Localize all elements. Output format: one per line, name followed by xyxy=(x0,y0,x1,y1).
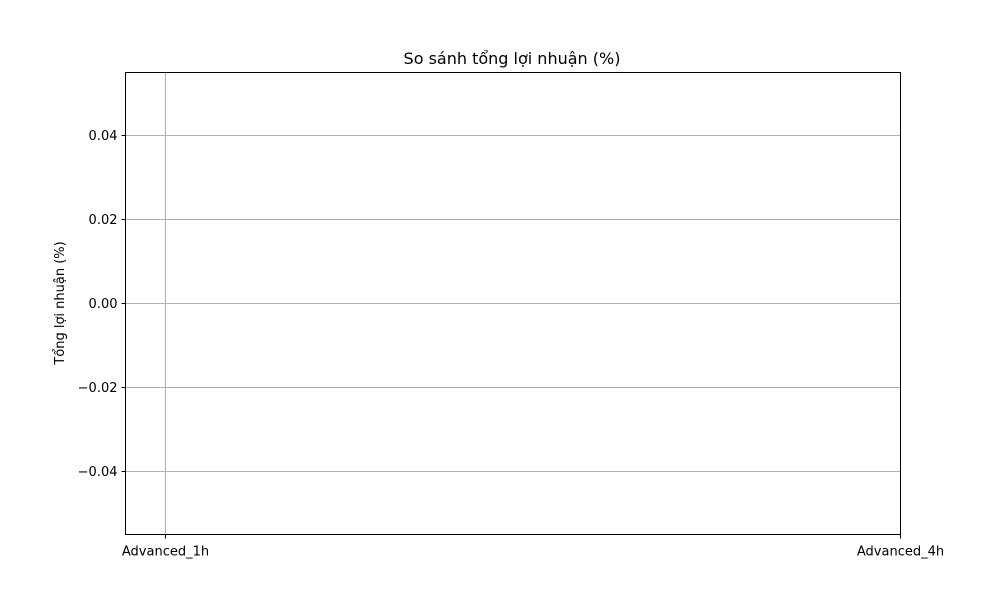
y-tick-label: 0.00 xyxy=(89,297,118,312)
axis-ticks: −0.04 −0.02 0.00 0.02 0.04 Advanced_1h Advance… xyxy=(78,129,944,560)
y-tick-label: −0.02 xyxy=(78,381,118,396)
chart-title: So sánh tổng lợi nhuận (%) xyxy=(404,49,621,68)
grid-lines xyxy=(125,72,901,535)
y-tick-label: 0.04 xyxy=(89,129,118,144)
x-tick-label: Advanced_4h xyxy=(857,545,944,560)
y-axis-label: Tổng lợi nhuận (%) xyxy=(53,241,68,365)
y-tick-label: −0.04 xyxy=(78,465,118,480)
plot-area-frame xyxy=(125,72,901,535)
y-tick-label: 0.02 xyxy=(89,213,118,228)
x-tick-label: Advanced_1h xyxy=(122,545,209,560)
